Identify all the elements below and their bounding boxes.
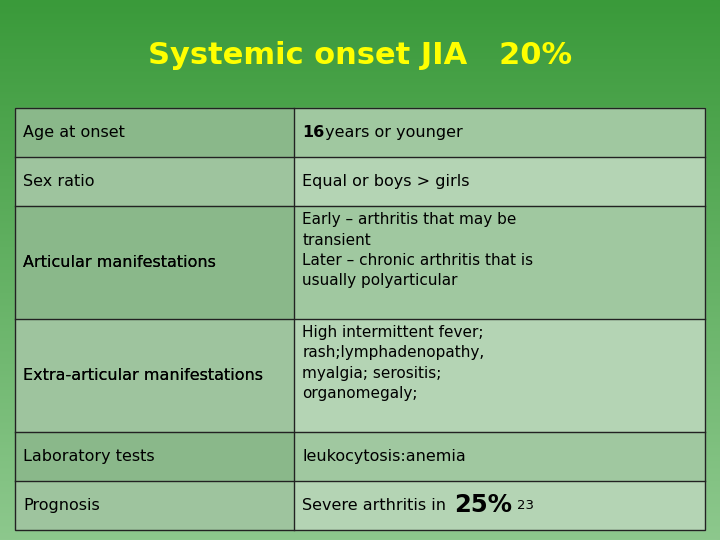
Text: 23: 23 — [518, 499, 534, 512]
Bar — [15, 206, 294, 319]
Text: Equal or boys > girls: Equal or boys > girls — [302, 174, 470, 189]
Bar — [15, 108, 294, 157]
Bar — [15, 319, 294, 432]
Text: Laboratory tests: Laboratory tests — [23, 449, 155, 464]
Bar — [15, 108, 705, 530]
Bar — [15, 432, 294, 481]
Bar — [294, 206, 705, 319]
Text: High intermittent fever;
rash;lymphadenopathy,
myalgia; serositis;
organomegaly;: High intermittent fever; rash;lymphadeno… — [302, 325, 485, 401]
Text: Extra-articular manifestations: Extra-articular manifestations — [23, 368, 263, 383]
Text: Articular manifestations: Articular manifestations — [23, 255, 216, 270]
Bar — [15, 157, 294, 206]
Text: 25%: 25% — [454, 494, 513, 517]
Text: Articular manifestations: Articular manifestations — [23, 255, 216, 270]
Bar — [294, 157, 705, 206]
Bar — [294, 319, 705, 432]
Text: Severe arthritis in: Severe arthritis in — [302, 498, 451, 513]
Text: Prognosis: Prognosis — [23, 498, 100, 513]
Text: years or younger: years or younger — [320, 125, 463, 140]
Bar — [294, 108, 705, 157]
Text: Systemic onset JIA   20%: Systemic onset JIA 20% — [148, 40, 572, 70]
Text: Age at onset: Age at onset — [23, 125, 125, 140]
Text: 16: 16 — [302, 125, 325, 140]
Text: Sex ratio: Sex ratio — [23, 174, 94, 189]
Text: leukocytosis:anemia: leukocytosis:anemia — [302, 449, 467, 464]
Bar — [15, 481, 294, 530]
Bar — [294, 432, 705, 481]
Text: Extra-articular manifestations: Extra-articular manifestations — [23, 368, 263, 383]
Bar — [294, 481, 705, 530]
Text: Early – arthritis that may be
transient
Later – chronic arthritis that is
usuall: Early – arthritis that may be transient … — [302, 212, 534, 288]
